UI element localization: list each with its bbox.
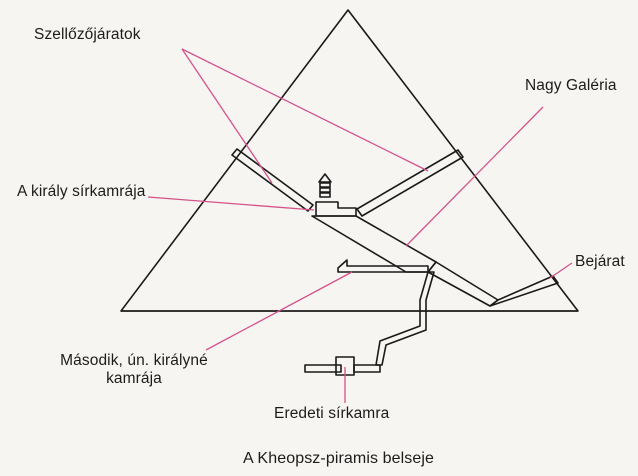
original-chamber <box>304 356 381 376</box>
leader-entrance <box>549 262 573 279</box>
vent-shaft-north <box>231 148 314 212</box>
grand-gallery-label: Nagy Galéria <box>525 77 617 94</box>
queens-chamber-label: Második, ún. királyné kamrája <box>22 352 246 388</box>
original-chamber-label: Eredeti sírkamra <box>274 405 390 422</box>
leader-vent-2 <box>181 48 429 172</box>
entrance-label: Bejárat <box>575 253 625 270</box>
leader-lines <box>147 48 573 403</box>
queens-chamber <box>337 259 429 273</box>
leader-king <box>147 196 315 211</box>
leader-vent-1 <box>181 48 273 184</box>
queens-chamber-label-line1: Második, ún. királyné <box>60 352 208 369</box>
leader-gallery <box>405 106 544 247</box>
vent-shaft-south <box>356 149 464 217</box>
figure-caption: A Kheopsz-piramis belseje <box>243 450 435 467</box>
queens-chamber-label-line2: kamrája <box>106 370 162 387</box>
well-shaft <box>375 271 435 366</box>
leader-queen <box>205 271 353 351</box>
vents-label: Szellőzőjáratok <box>34 26 141 43</box>
kings-chamber-label: A király sírkamrája <box>17 183 146 200</box>
